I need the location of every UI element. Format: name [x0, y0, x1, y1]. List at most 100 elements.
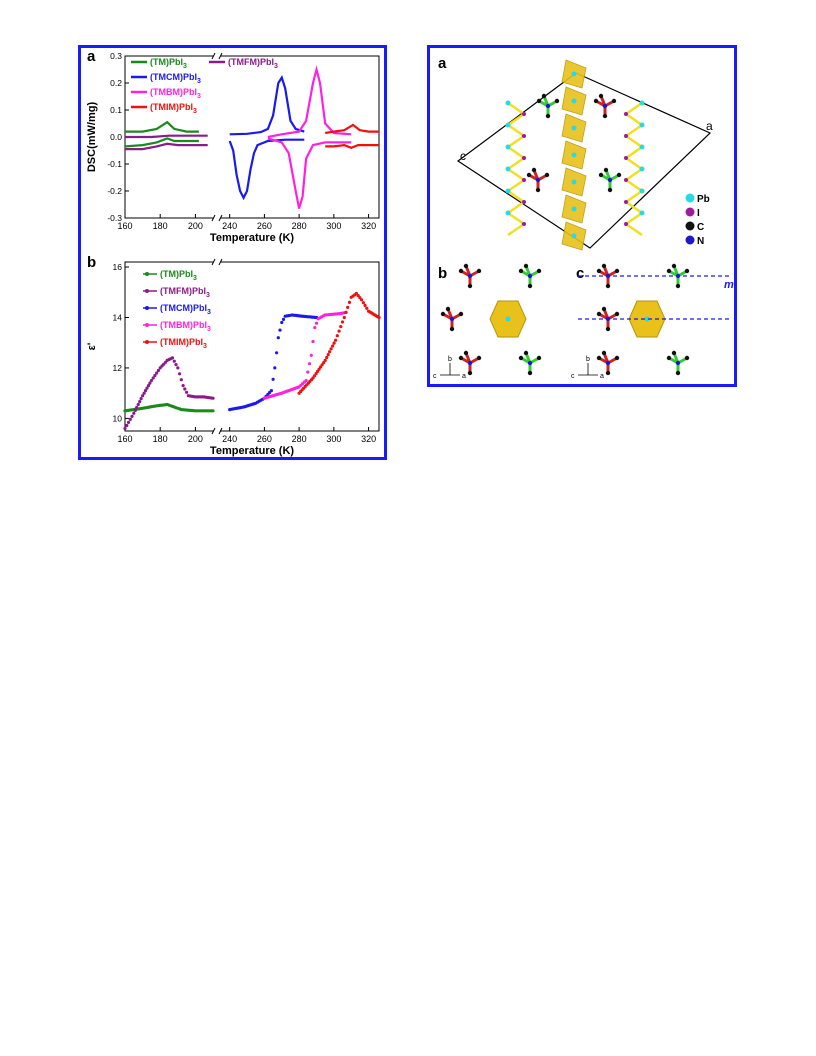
- bond: [625, 211, 643, 226]
- panel-label: c: [576, 265, 584, 282]
- axis-label-c: c: [460, 149, 466, 163]
- pb-atom: [571, 152, 577, 158]
- y-axis-label: ε': [86, 342, 98, 350]
- data-point: [326, 353, 330, 357]
- data-point: [273, 366, 277, 370]
- bond: [507, 222, 525, 237]
- axis-break-mark: [211, 214, 216, 222]
- c-atom: [536, 268, 542, 274]
- data-point: [311, 339, 315, 344]
- bond: [625, 145, 643, 160]
- pb-atom: [644, 316, 650, 322]
- data-point: [320, 363, 324, 367]
- c-atom: [554, 98, 560, 104]
- legend-label: Pb: [697, 194, 710, 205]
- legend-label: N: [697, 236, 704, 247]
- data-point: [340, 320, 345, 324]
- c-atom: [545, 113, 551, 119]
- data-point: [176, 366, 180, 370]
- c-atom: [541, 93, 547, 99]
- panel-label: a: [87, 48, 96, 65]
- data-point: [145, 386, 149, 390]
- data-point: [125, 423, 129, 428]
- i-atom: [522, 134, 526, 138]
- pb-atom: [571, 233, 577, 239]
- axis-break-mark: [211, 427, 216, 435]
- pb-atom: [505, 188, 511, 194]
- data-point: [360, 298, 364, 302]
- n-atom: [527, 273, 533, 279]
- data-point: [183, 387, 187, 391]
- mini-axis-label: a: [600, 373, 604, 380]
- data-point: [377, 315, 381, 320]
- data-point: [332, 341, 336, 345]
- i-atom: [522, 222, 526, 226]
- legend-label: C: [697, 222, 704, 233]
- data-point: [346, 305, 350, 309]
- series-line: [228, 138, 305, 201]
- axis-break-mark: [211, 258, 216, 266]
- c-atom: [611, 98, 617, 104]
- pb-atom: [505, 122, 511, 128]
- y-tick-label: 10: [113, 413, 123, 423]
- bond: [625, 156, 643, 171]
- c-atom: [666, 355, 672, 361]
- legend-atom: [685, 193, 695, 203]
- c-atom: [467, 370, 473, 376]
- n-atom: [675, 360, 681, 366]
- unit-cell: [456, 72, 712, 249]
- series-line: [125, 134, 208, 139]
- bond: [625, 178, 643, 193]
- dsc-chart: 160 180 200 240 260 280 300 320 0.3 0.2 0.1 0.0 -0.1…: [86, 48, 380, 244]
- series-line: [124, 137, 199, 148]
- x-tick-label: 300: [326, 221, 341, 231]
- n-atom: [535, 177, 541, 183]
- axis-break-gap: [214, 214, 220, 222]
- x-tick-label: 180: [153, 434, 168, 444]
- c-atom: [458, 355, 464, 361]
- axis-break-mark: [218, 427, 223, 435]
- c-atom: [614, 311, 620, 317]
- x-tick-label: 260: [257, 221, 272, 231]
- data-point: [174, 363, 178, 367]
- x-tick-label: 280: [292, 221, 307, 231]
- c-atom: [523, 263, 529, 269]
- x-tick-label: 300: [326, 434, 341, 444]
- data-point: [170, 356, 175, 360]
- data-point: [363, 303, 367, 308]
- legend-label: (TMFM)PbI3: [160, 286, 210, 299]
- c-atom: [684, 355, 690, 361]
- series-line: [229, 75, 305, 136]
- legend-label: (TMBM)PbI3: [160, 320, 211, 333]
- c-atom: [607, 187, 613, 193]
- data-point: [329, 347, 333, 351]
- data-point: [156, 368, 160, 373]
- bond: [625, 101, 643, 116]
- data-point: [271, 377, 275, 381]
- legend-marker: [145, 272, 149, 276]
- bond: [507, 123, 525, 138]
- data-point: [307, 362, 312, 366]
- legend-marker: [145, 289, 149, 293]
- c-atom: [523, 350, 529, 356]
- series-line: [325, 123, 379, 135]
- data-point: [337, 329, 341, 333]
- data-point: [146, 384, 151, 388]
- data-point: [153, 373, 157, 378]
- legend-label: (TM)PbI3: [160, 269, 197, 282]
- data-point: [276, 336, 280, 340]
- data-point: [179, 378, 183, 382]
- i-atom: [624, 222, 628, 226]
- data-point: [148, 381, 152, 385]
- data-point: [269, 389, 273, 393]
- legend-atom: [685, 207, 695, 217]
- legend-label: I: [697, 208, 700, 219]
- data-point: [143, 389, 148, 393]
- c-atom: [527, 283, 533, 289]
- data-point: [314, 321, 319, 325]
- legend-marker: [145, 323, 149, 327]
- legend-marker: [145, 340, 149, 344]
- data-point: [331, 344, 335, 348]
- y-tick-label: 0.0: [110, 132, 122, 142]
- mini-axis-label: b: [448, 356, 452, 363]
